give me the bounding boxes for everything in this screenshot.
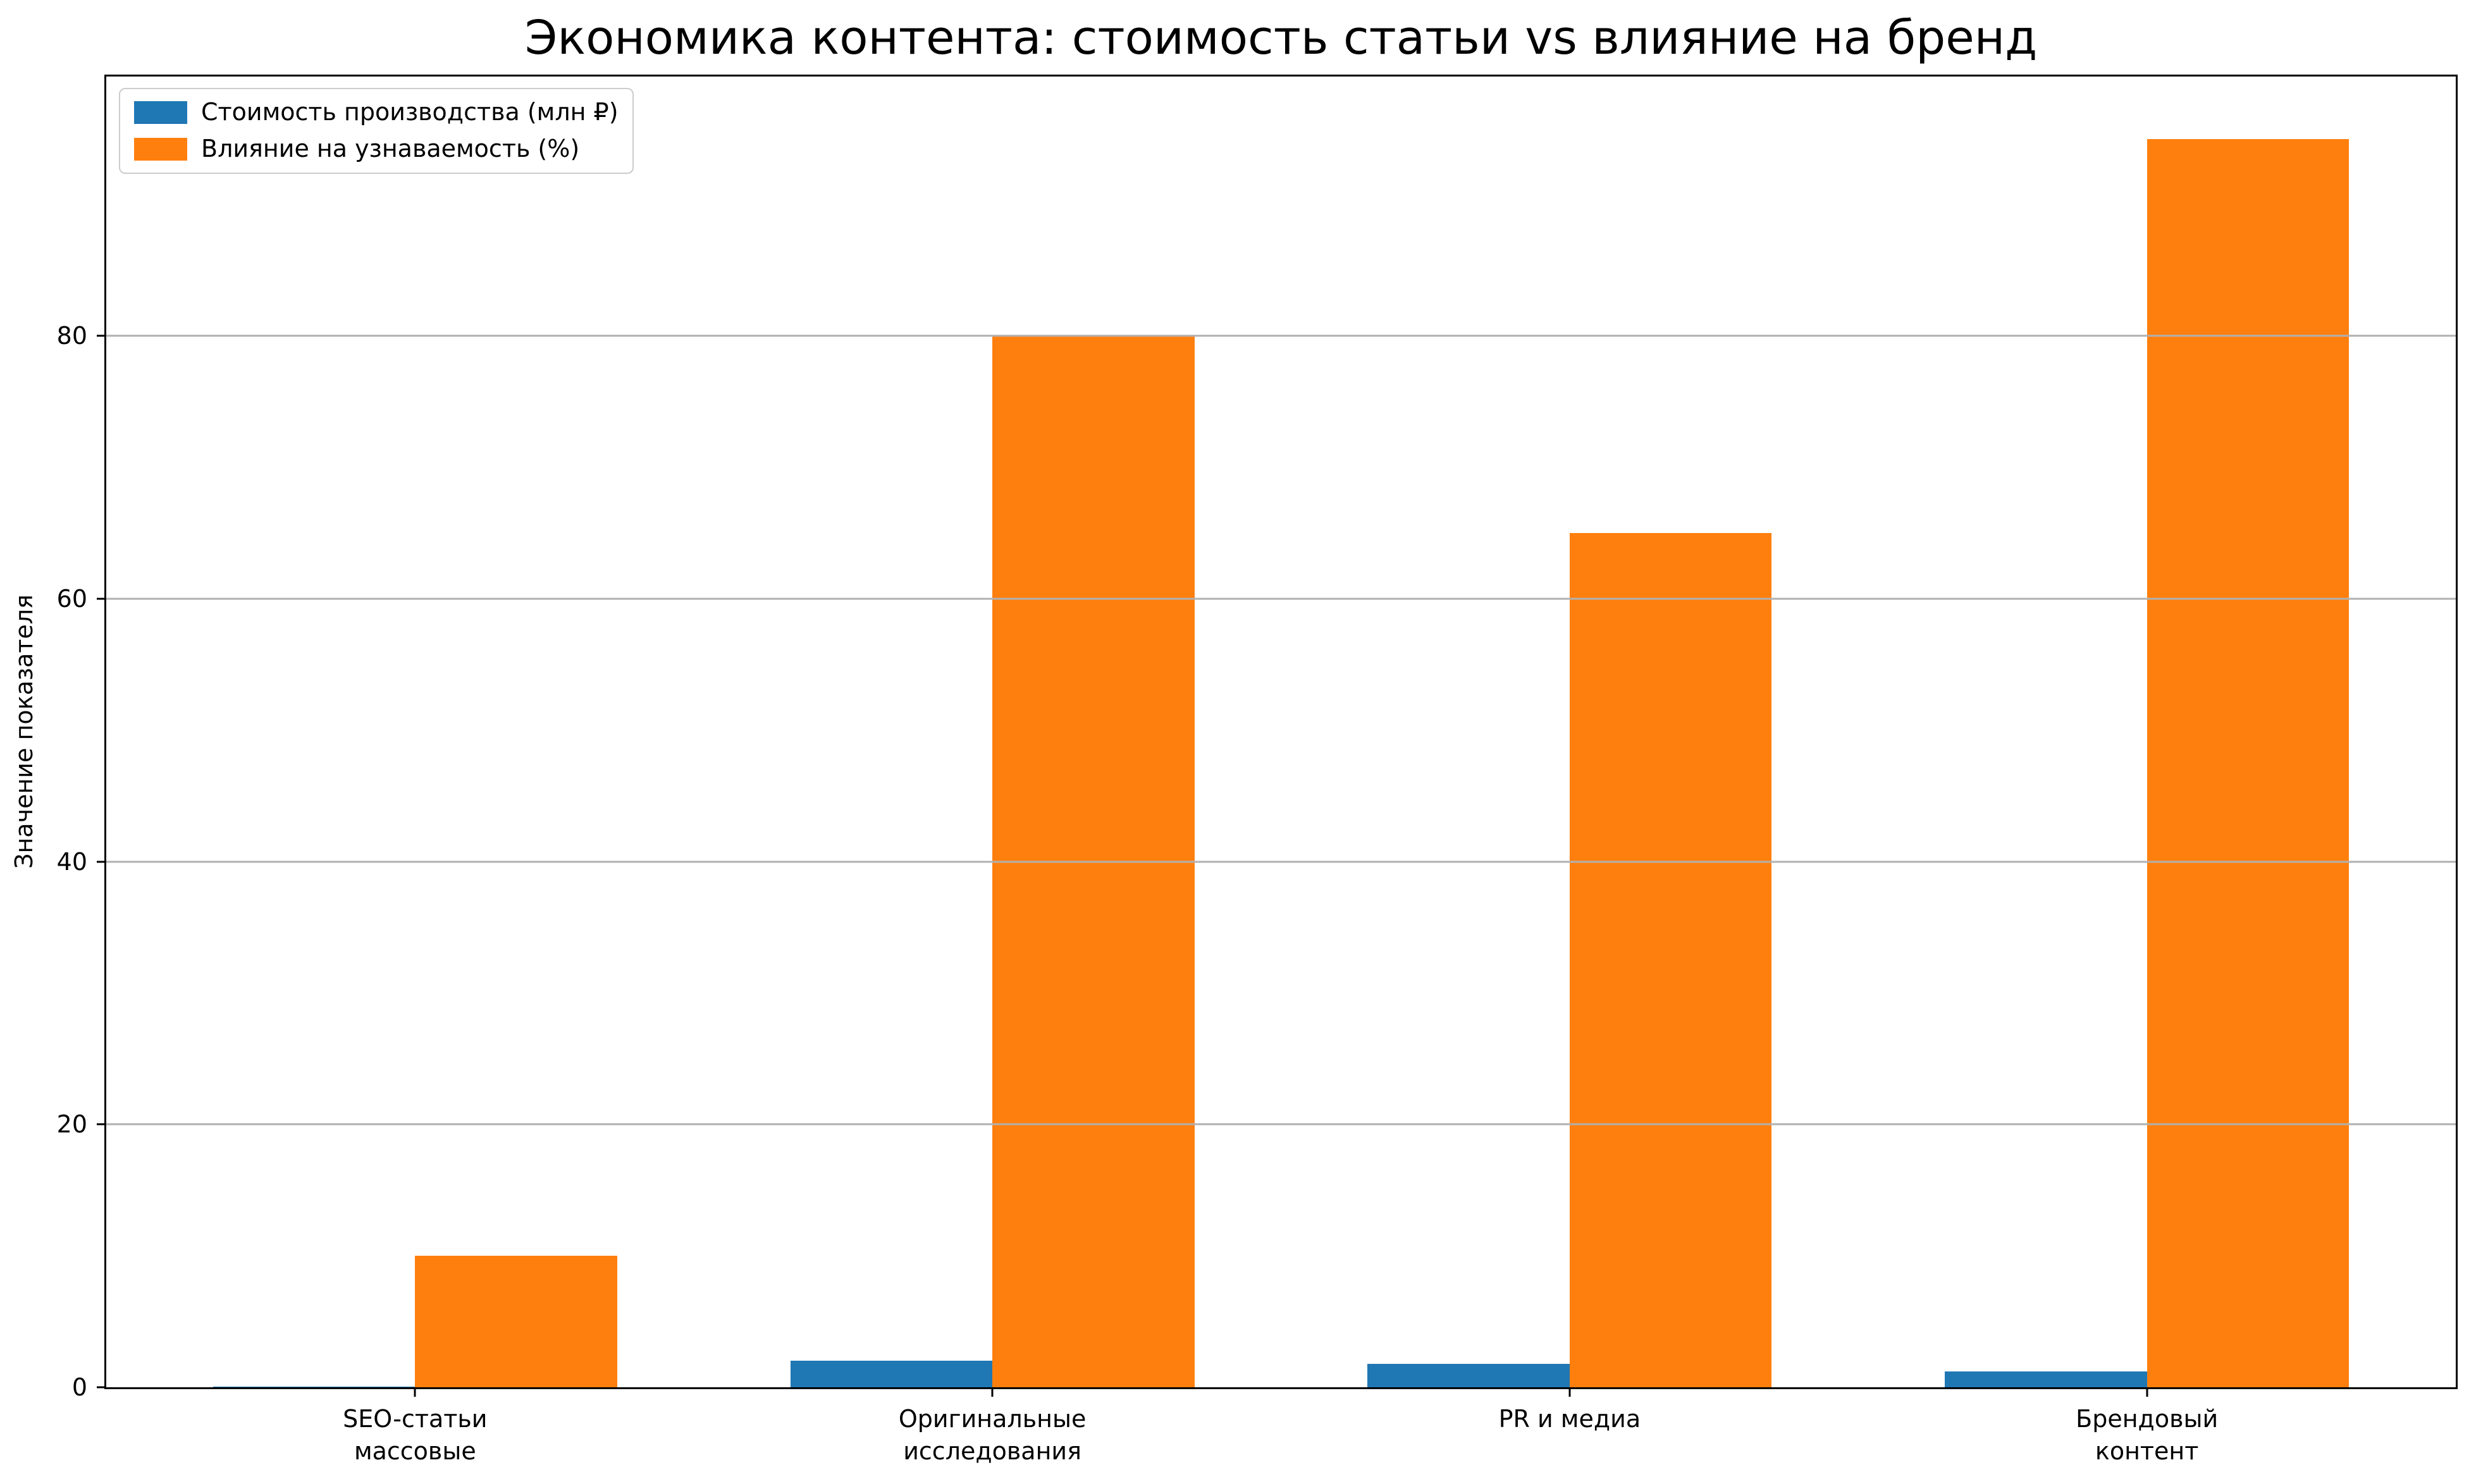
x-tick-label-4: Брендовый контент <box>2076 1405 2219 1466</box>
x-tick-mark-2 <box>991 1387 994 1397</box>
gridline-80 <box>106 334 2456 337</box>
gridline-60 <box>106 598 2456 600</box>
y-tick-label-40: 40 <box>56 847 87 876</box>
y-tick-label-20: 20 <box>56 1110 87 1139</box>
y-tick-label-0: 0 <box>71 1373 87 1401</box>
bar-impact-4 <box>2146 138 2350 1387</box>
bar-cost-3 <box>1367 1363 1570 1387</box>
y-tick-label-80: 80 <box>56 322 87 350</box>
x-tick-label-2: Оригинальные исследования <box>898 1405 1087 1466</box>
bar-impact-1 <box>415 1256 617 1387</box>
legend-swatch-cost <box>134 101 187 124</box>
bar-cost-4 <box>1945 1371 2147 1387</box>
legend-item-cost: Стоимость производства (млн ₽) <box>134 99 619 126</box>
bar-impact-3 <box>1569 533 1772 1387</box>
y-tick-mark-0 <box>97 1386 106 1389</box>
x-tick-label-1: SEO-статьи массовые <box>343 1405 488 1466</box>
x-tick-mark-3 <box>1568 1387 1571 1397</box>
legend-swatch-impact <box>134 137 187 161</box>
x-tick-label-3: PR и медиа <box>1498 1405 1641 1433</box>
gridline-40 <box>106 861 2456 863</box>
gridline-20 <box>106 1123 2456 1125</box>
legend-item-impact: Влияние на узнаваемость (%) <box>134 134 619 163</box>
chart-title: Экономика контента: стоимость статьи vs … <box>524 11 2038 65</box>
legend-label-impact: Влияние на узнаваемость (%) <box>201 134 580 163</box>
x-tick-mark-1 <box>414 1387 416 1397</box>
bar-cost-2 <box>790 1361 993 1387</box>
y-tick-mark-60 <box>97 598 106 600</box>
y-tick-mark-40 <box>97 861 106 863</box>
y-tick-mark-80 <box>97 334 106 337</box>
y-tick-mark-20 <box>97 1123 106 1125</box>
x-tick-mark-4 <box>2146 1387 2148 1397</box>
plot-area: Стоимость производства (млн ₽) Влияние н… <box>57 75 2458 1465</box>
legend-label-cost: Стоимость производства (млн ₽) <box>201 98 619 126</box>
y-tick-label-60: 60 <box>56 585 87 613</box>
y-axis-label: Значение показателя <box>10 594 38 869</box>
legend: Стоимость производства (млн ₽) Влияние н… <box>119 88 634 174</box>
